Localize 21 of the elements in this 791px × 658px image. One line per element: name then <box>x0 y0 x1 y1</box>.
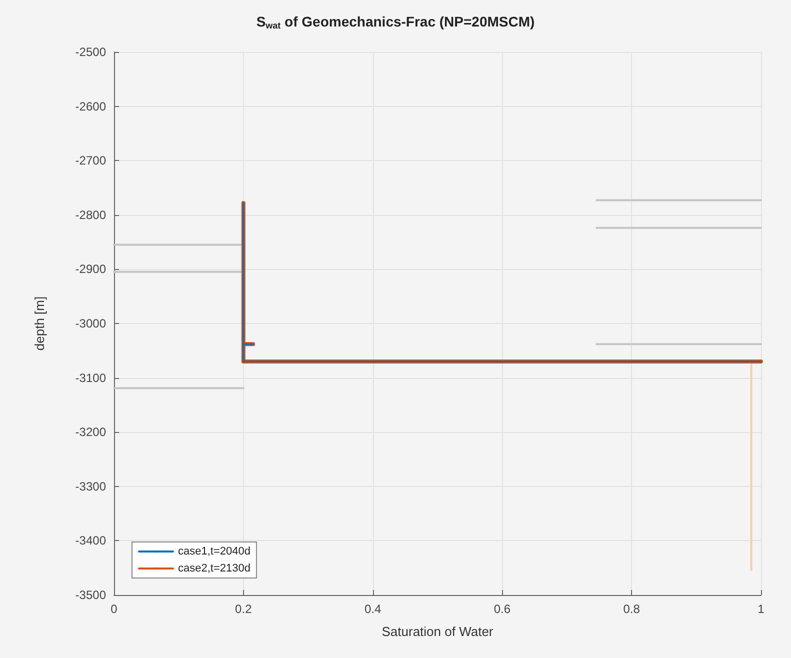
y-tick-label: -3500 <box>75 588 106 602</box>
y-tick-label: -2700 <box>75 154 106 168</box>
x-axis-title: Saturation of Water <box>382 624 494 639</box>
legend-label: case2,t=2130d <box>178 562 250 574</box>
y-tick-label: -2600 <box>75 99 106 114</box>
y-tick-label: -3200 <box>75 425 106 440</box>
y-tick-label: -3300 <box>75 479 106 494</box>
y-tick-label: -2800 <box>75 208 106 222</box>
x-tick-label: 0.2 <box>235 602 252 616</box>
y-tick-label: -2500 <box>75 45 106 59</box>
x-tick-label: 0.8 <box>623 602 640 616</box>
y-tick-label: -2900 <box>75 262 106 276</box>
y-tick-label: -3400 <box>75 534 106 548</box>
y-tick-label: -3000 <box>75 316 106 330</box>
legend-label: case1,t=2040d <box>178 546 250 558</box>
y-tick-label: -3100 <box>75 370 106 385</box>
x-tick-label: 0.6 <box>494 602 511 616</box>
y-axis-title: depth [m] <box>32 296 47 351</box>
x-tick-label: 0.4 <box>364 602 382 616</box>
x-tick-label: 0 <box>110 602 118 616</box>
x-tick-label: 1 <box>758 602 765 616</box>
